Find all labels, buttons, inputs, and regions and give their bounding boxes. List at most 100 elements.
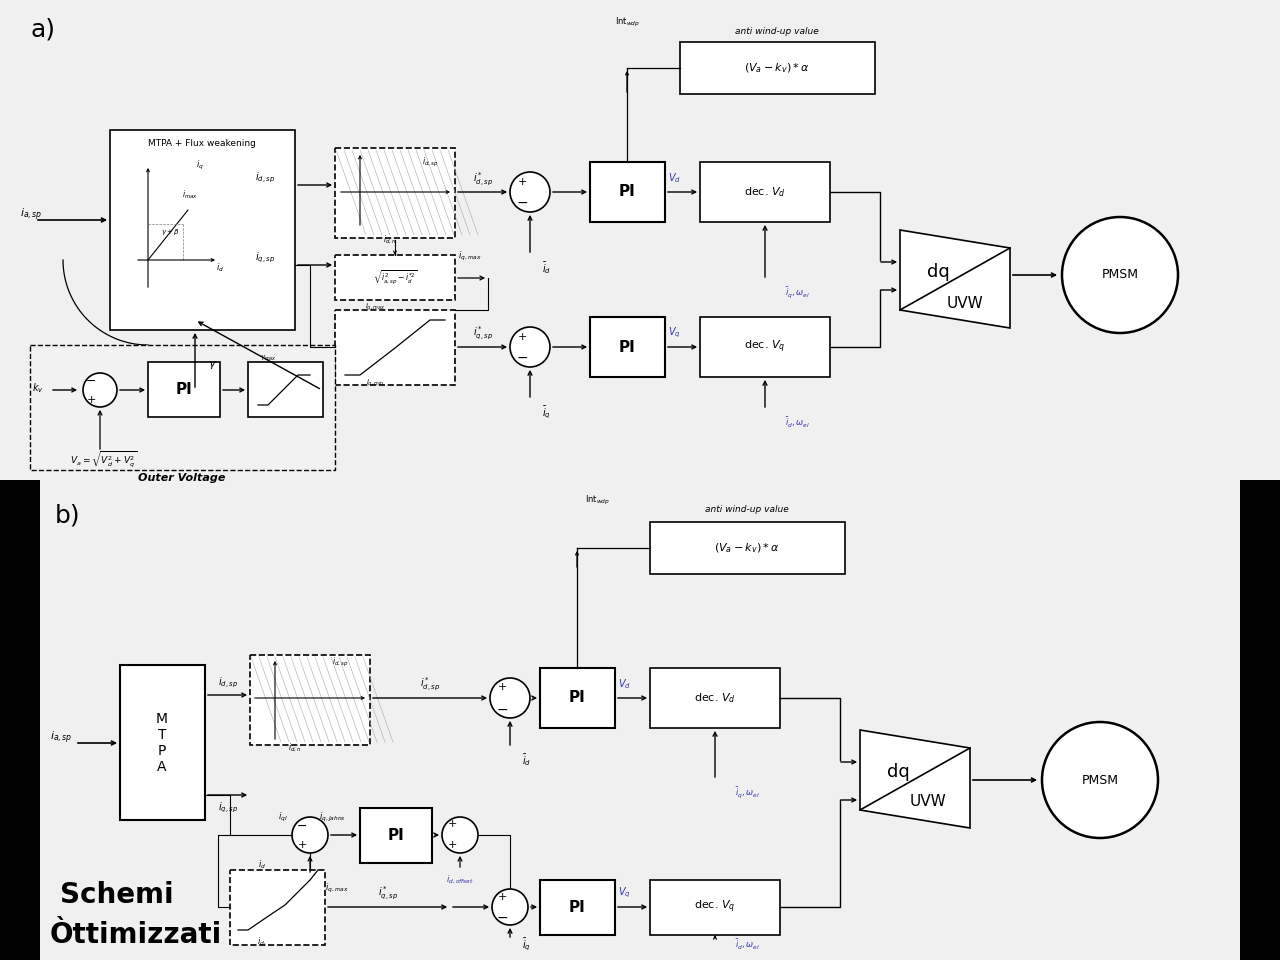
Circle shape	[509, 327, 550, 367]
Text: $V_a=\sqrt{V^2_d+V^2_q}$: $V_a=\sqrt{V^2_d+V^2_q}$	[70, 450, 137, 470]
Text: $i_{d,sp}$: $i_{d,sp}$	[422, 156, 438, 169]
Text: +: +	[517, 332, 526, 342]
Text: $i_d$: $i_d$	[216, 262, 224, 275]
Text: $-$: $-$	[495, 910, 508, 924]
Text: $\bar{i}_d, \omega_{el}$: $\bar{i}_d, \omega_{el}$	[785, 416, 810, 430]
Text: $i_{max}$: $i_{max}$	[182, 189, 198, 202]
Circle shape	[509, 172, 550, 212]
Text: +: +	[86, 395, 96, 405]
Text: anti wind-up value: anti wind-up value	[705, 506, 788, 515]
Text: $(V_a-k_v)*\alpha$: $(V_a-k_v)*\alpha$	[714, 541, 780, 555]
Polygon shape	[860, 730, 970, 828]
Bar	[335, 310, 454, 385]
Bar	[110, 130, 294, 330]
Bar	[540, 880, 614, 935]
Text: +: +	[517, 177, 526, 187]
Text: $\bar{i}_q$: $\bar{i}_q$	[522, 937, 531, 953]
Text: dq: dq	[927, 263, 950, 281]
Text: $i_{d,sp}$: $i_{d,sp}$	[332, 656, 348, 668]
Bar	[250, 655, 370, 745]
Text: $i_{q,max}$: $i_{q,max}$	[325, 881, 349, 895]
Text: $-$: $-$	[297, 819, 307, 831]
Text: $\bar{i}_d$: $\bar{i}_d$	[541, 260, 552, 276]
Text: $i_{d,sp}$: $i_{d,sp}$	[255, 171, 275, 185]
Text: dec. $V_d$: dec. $V_d$	[694, 691, 736, 705]
Text: Int$_{wdp}$: Int$_{wdp}$	[616, 15, 640, 29]
Text: $\bar{i}_q$: $\bar{i}_q$	[541, 405, 550, 421]
Text: $i_{a,sp}$: $i_{a,sp}$	[20, 206, 42, 224]
Text: $\bar{i}_d, \omega_{el}$: $\bar{i}_d, \omega_{el}$	[735, 938, 760, 952]
Text: UVW: UVW	[947, 296, 983, 310]
Text: PI: PI	[568, 690, 585, 706]
Circle shape	[83, 373, 116, 407]
Text: $i_{d,n}$: $i_{d,n}$	[383, 234, 397, 246]
Bar	[590, 162, 666, 222]
Text: Òttimizzati: Òttimizzati	[50, 921, 223, 949]
Text: $V_d$: $V_d$	[667, 171, 681, 185]
Circle shape	[1042, 722, 1158, 838]
Text: $-$: $-$	[495, 702, 508, 716]
Text: $i_{q,Jahns}$: $i_{q,Jahns}$	[319, 810, 346, 824]
Text: $i_{q,max}$: $i_{q,max}$	[365, 301, 385, 313]
Text: $i_{q,max}$: $i_{q,max}$	[458, 250, 483, 262]
Text: $i_{q,sp}$: $i_{q,sp}$	[218, 801, 238, 815]
Text: PMSM: PMSM	[1102, 269, 1138, 281]
Bar	[0, 480, 40, 960]
Text: UVW: UVW	[910, 795, 946, 809]
Text: $i^*_{d,sp}$: $i^*_{d,sp}$	[420, 675, 440, 693]
Bar	[650, 522, 845, 574]
Bar	[700, 162, 829, 222]
Text: $\gamma$: $\gamma$	[207, 359, 218, 371]
Text: b): b)	[55, 503, 81, 527]
Text: $V_q$: $V_q$	[668, 325, 681, 340]
Text: $V_q$: $V_q$	[618, 886, 630, 900]
Polygon shape	[900, 230, 1010, 328]
Text: anti wind-up value: anti wind-up value	[735, 28, 819, 36]
Bar	[148, 362, 220, 417]
Bar	[335, 255, 454, 300]
Text: $-$: $-$	[86, 373, 96, 387]
Text: $\gamma+\beta$: $\gamma+\beta$	[160, 227, 179, 237]
Text: MTPA + Flux weakening: MTPA + Flux weakening	[148, 138, 256, 148]
Text: $i_{a,sp}$: $i_{a,sp}$	[50, 730, 73, 746]
Text: Schemi: Schemi	[60, 881, 174, 909]
Text: M
T
P
A: M T P A	[156, 711, 168, 775]
Bar	[29, 345, 335, 470]
Text: $i_q$: $i_q$	[196, 158, 204, 172]
Circle shape	[1062, 217, 1178, 333]
Text: Int$_{wdp}$: Int$_{wdp}$	[585, 493, 611, 507]
Text: $-$: $-$	[516, 350, 529, 364]
Bar	[360, 808, 433, 863]
Text: $i^*_{q,sp}$: $i^*_{q,sp}$	[378, 884, 398, 901]
Text: dec. $V_d$: dec. $V_d$	[744, 185, 786, 199]
Text: $i_{d,sp}$: $i_{d,sp}$	[218, 676, 238, 690]
Text: $i_{d_l}$: $i_{d_l}$	[257, 935, 266, 948]
Text: PI: PI	[568, 900, 585, 915]
Text: $\sqrt{i^2_{a,sp}-i^{*2}_d}$: $\sqrt{i^2_{a,sp}-i^{*2}_d}$	[372, 269, 417, 287]
Text: $i_{d,n}$: $i_{d,n}$	[288, 742, 302, 755]
Text: +: +	[447, 840, 457, 850]
Bar	[650, 880, 780, 935]
Circle shape	[442, 817, 477, 853]
Text: +: +	[297, 840, 307, 850]
Bar	[248, 362, 323, 417]
Text: $-$: $-$	[516, 195, 529, 209]
Bar	[680, 42, 876, 94]
Text: +: +	[447, 819, 457, 829]
Text: PI: PI	[618, 184, 635, 200]
Text: $\bar{i}_q, \omega_{el}$: $\bar{i}_q, \omega_{el}$	[785, 285, 810, 300]
Bar	[230, 870, 325, 945]
Text: $(V_a-k_v)*\alpha$: $(V_a-k_v)*\alpha$	[744, 61, 810, 75]
Text: PI: PI	[388, 828, 404, 843]
Text: PI: PI	[618, 340, 635, 354]
Bar	[335, 148, 454, 238]
Text: dq: dq	[887, 763, 909, 781]
Circle shape	[292, 817, 328, 853]
Text: $i_{d,offset}$: $i_{d,offset}$	[445, 874, 474, 886]
Text: $\gamma_{max}$: $\gamma_{max}$	[260, 353, 276, 363]
Text: Outer Voltage: Outer Voltage	[138, 473, 225, 483]
Bar	[650, 668, 780, 728]
Bar	[700, 317, 829, 377]
Text: $i_d$: $i_d$	[259, 859, 266, 872]
Bar	[120, 665, 205, 820]
